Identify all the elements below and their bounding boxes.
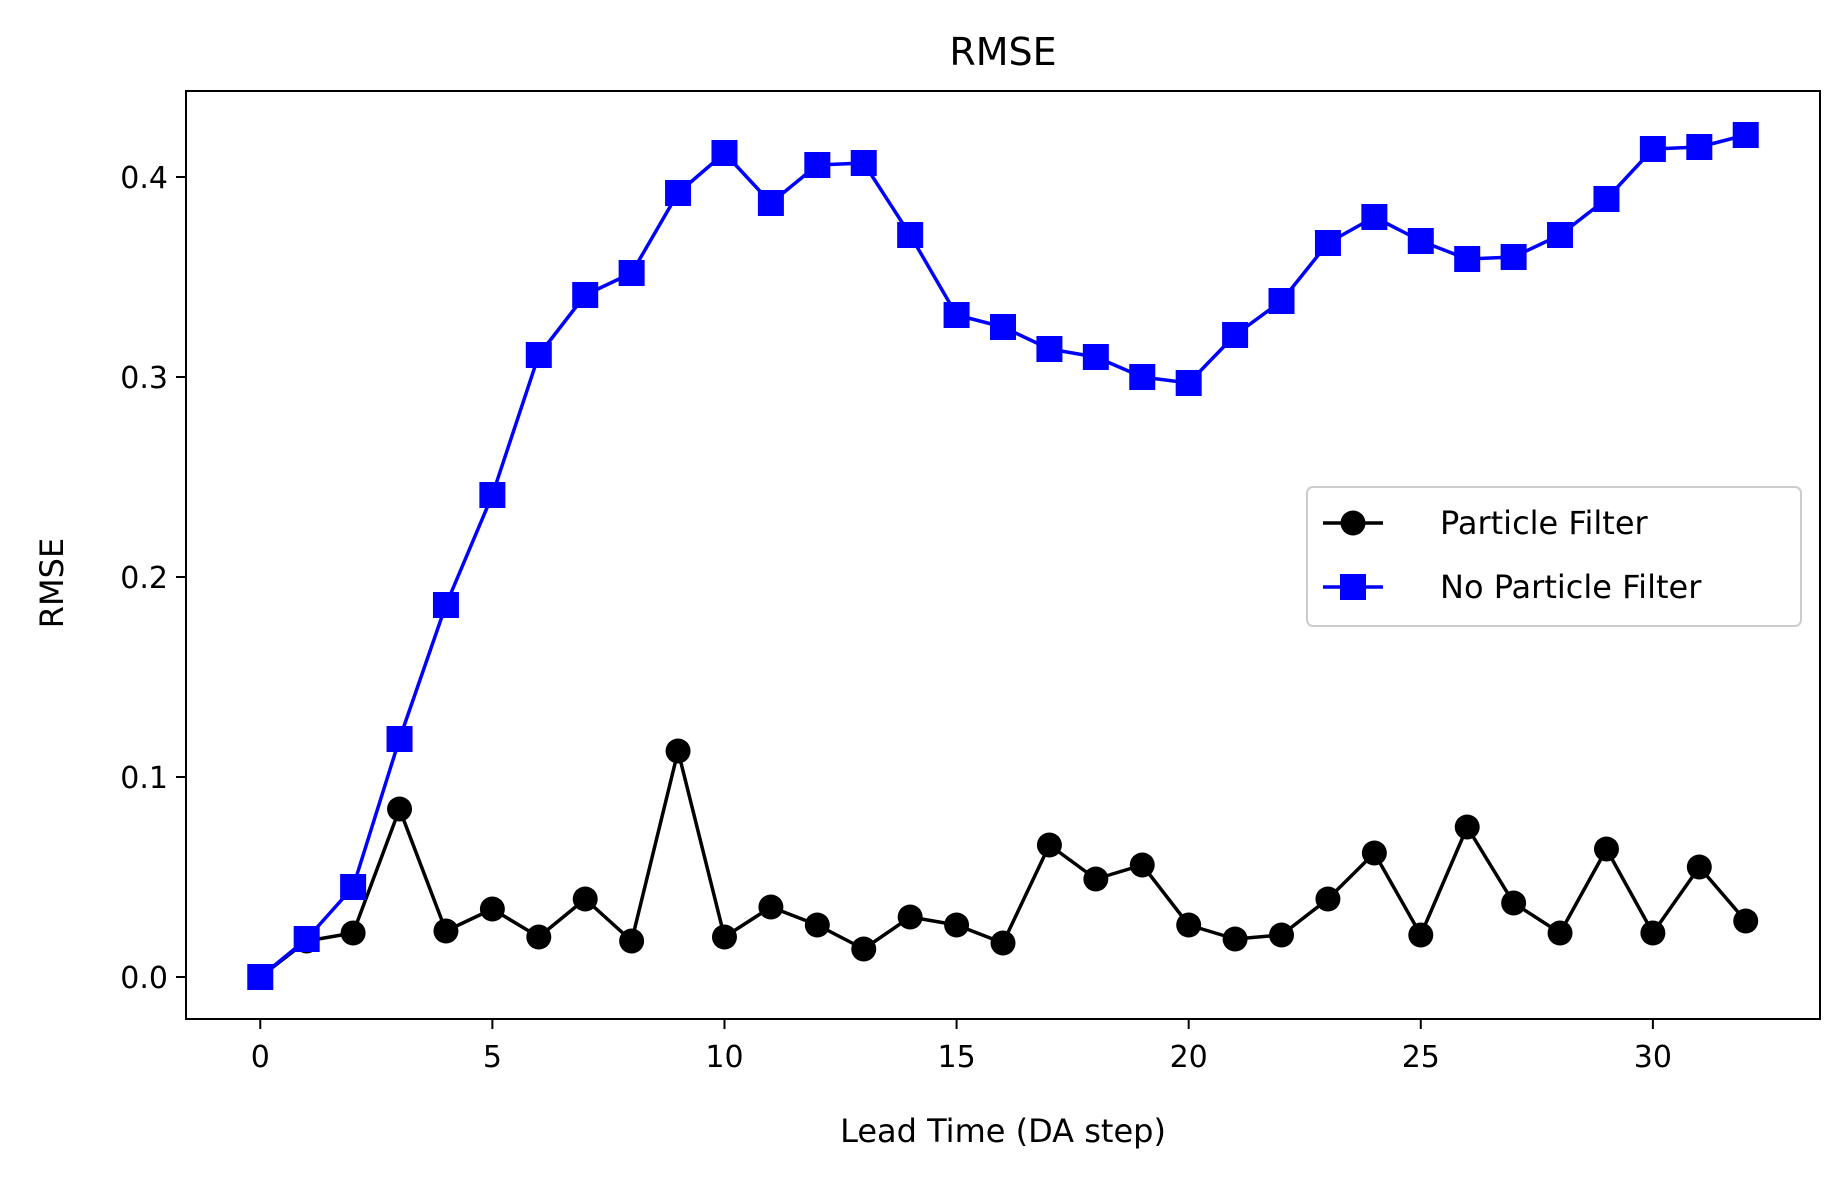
data-point-s0-29 bbox=[1593, 836, 1619, 862]
data-point-s1-28 bbox=[1547, 222, 1574, 248]
data-point-s1-23 bbox=[1314, 230, 1341, 256]
data-point-s0-32 bbox=[1733, 908, 1759, 934]
data-point-s1-22 bbox=[1268, 288, 1295, 314]
data-point-s0-7 bbox=[572, 886, 598, 912]
x-axis-label: Lead Time (DA step) bbox=[840, 1112, 1166, 1150]
data-point-s1-14 bbox=[897, 222, 924, 248]
data-point-s0-19 bbox=[1129, 852, 1155, 878]
chart-title: RMSE bbox=[949, 30, 1056, 74]
plot-frame bbox=[185, 90, 1821, 1020]
plot-area: 0 5 10 15 20 25 30 0.0 0.1 0.2 0.3 0.4 bbox=[120, 90, 1821, 1075]
data-point-s0-23 bbox=[1315, 886, 1341, 912]
data-point-s0-2 bbox=[340, 920, 366, 946]
data-point-s0-21 bbox=[1222, 926, 1248, 952]
data-point-s0-16 bbox=[990, 930, 1016, 956]
data-point-s0-11 bbox=[758, 894, 784, 920]
data-point-s1-32 bbox=[1732, 122, 1759, 148]
data-point-s1-31 bbox=[1686, 134, 1713, 160]
data-point-s1-4 bbox=[432, 592, 459, 618]
data-point-s0-30 bbox=[1640, 920, 1666, 946]
data-point-s0-31 bbox=[1686, 854, 1712, 880]
data-point-s0-18 bbox=[1083, 866, 1109, 892]
data-point-s1-2 bbox=[340, 874, 367, 900]
data-point-s1-20 bbox=[1175, 370, 1202, 396]
data-point-s1-3 bbox=[386, 726, 413, 752]
data-point-s0-6 bbox=[526, 924, 552, 950]
data-point-s0-27 bbox=[1501, 890, 1527, 916]
y-tick-label-0: 0.0 bbox=[120, 961, 168, 996]
y-tick-label-3: 0.3 bbox=[120, 361, 168, 396]
data-point-s1-16 bbox=[990, 314, 1016, 340]
legend-box bbox=[1306, 486, 1802, 627]
data-point-s1-21 bbox=[1222, 322, 1249, 348]
legend-marker-1 bbox=[1340, 574, 1366, 600]
data-point-s1-1 bbox=[293, 926, 320, 952]
x-tick-label-5: 25 bbox=[1402, 1040, 1440, 1075]
data-point-s1-17 bbox=[1036, 336, 1063, 362]
data-point-s1-12 bbox=[804, 152, 831, 178]
data-point-s1-8 bbox=[618, 260, 645, 286]
data-point-s0-4 bbox=[433, 918, 459, 944]
data-point-s1-30 bbox=[1639, 136, 1666, 162]
data-point-s1-5 bbox=[479, 482, 506, 508]
data-point-s1-27 bbox=[1500, 244, 1527, 270]
data-point-s1-6 bbox=[525, 342, 552, 368]
data-point-s1-9 bbox=[665, 180, 692, 206]
y-axis-label: RMSE bbox=[33, 538, 71, 628]
data-point-s0-13 bbox=[851, 936, 877, 962]
data-point-s0-26 bbox=[1454, 814, 1480, 840]
data-point-s0-3 bbox=[387, 796, 413, 822]
x-tick-label-2: 10 bbox=[705, 1040, 743, 1075]
x-tick-label-0: 0 bbox=[251, 1040, 270, 1075]
data-point-s0-10 bbox=[711, 924, 737, 950]
legend-marker-0 bbox=[1340, 510, 1366, 536]
data-point-s1-15 bbox=[943, 302, 970, 328]
data-point-s1-0 bbox=[247, 964, 274, 990]
data-point-s0-9 bbox=[665, 738, 691, 764]
x-tick-label-6: 30 bbox=[1634, 1040, 1672, 1075]
y-tick-label-4: 0.4 bbox=[120, 161, 168, 196]
data-point-s1-19 bbox=[1129, 364, 1156, 390]
data-point-s1-29 bbox=[1593, 186, 1620, 212]
data-point-s1-13 bbox=[850, 150, 877, 176]
data-point-s0-12 bbox=[804, 912, 830, 938]
legend: Particle Filter No Particle Filter bbox=[1306, 486, 1802, 627]
data-point-s0-14 bbox=[897, 904, 923, 930]
x-tick-label-3: 15 bbox=[937, 1040, 975, 1075]
data-point-s1-26 bbox=[1454, 246, 1481, 272]
legend-label-1: No Particle Filter bbox=[1440, 568, 1702, 606]
data-point-s0-15 bbox=[944, 912, 970, 938]
data-point-s0-25 bbox=[1408, 922, 1434, 948]
data-point-s1-18 bbox=[1082, 344, 1109, 370]
data-point-s1-11 bbox=[757, 190, 784, 216]
y-tick-label-1: 0.1 bbox=[120, 761, 168, 796]
x-tick-label-4: 20 bbox=[1170, 1040, 1208, 1075]
data-point-s1-7 bbox=[572, 282, 599, 308]
data-point-s1-10 bbox=[711, 140, 738, 166]
data-point-s0-24 bbox=[1361, 840, 1387, 866]
data-point-s1-25 bbox=[1407, 228, 1434, 254]
data-point-s0-5 bbox=[479, 896, 505, 922]
data-point-s0-8 bbox=[619, 928, 645, 954]
data-point-s0-28 bbox=[1547, 920, 1573, 946]
data-point-s1-24 bbox=[1361, 204, 1388, 230]
data-point-s0-17 bbox=[1036, 832, 1062, 858]
legend-label-0: Particle Filter bbox=[1440, 504, 1649, 542]
y-tick-label-2: 0.2 bbox=[120, 561, 168, 596]
data-point-s0-20 bbox=[1176, 912, 1202, 938]
data-point-s0-22 bbox=[1269, 922, 1295, 948]
x-tick-label-1: 5 bbox=[483, 1040, 502, 1075]
